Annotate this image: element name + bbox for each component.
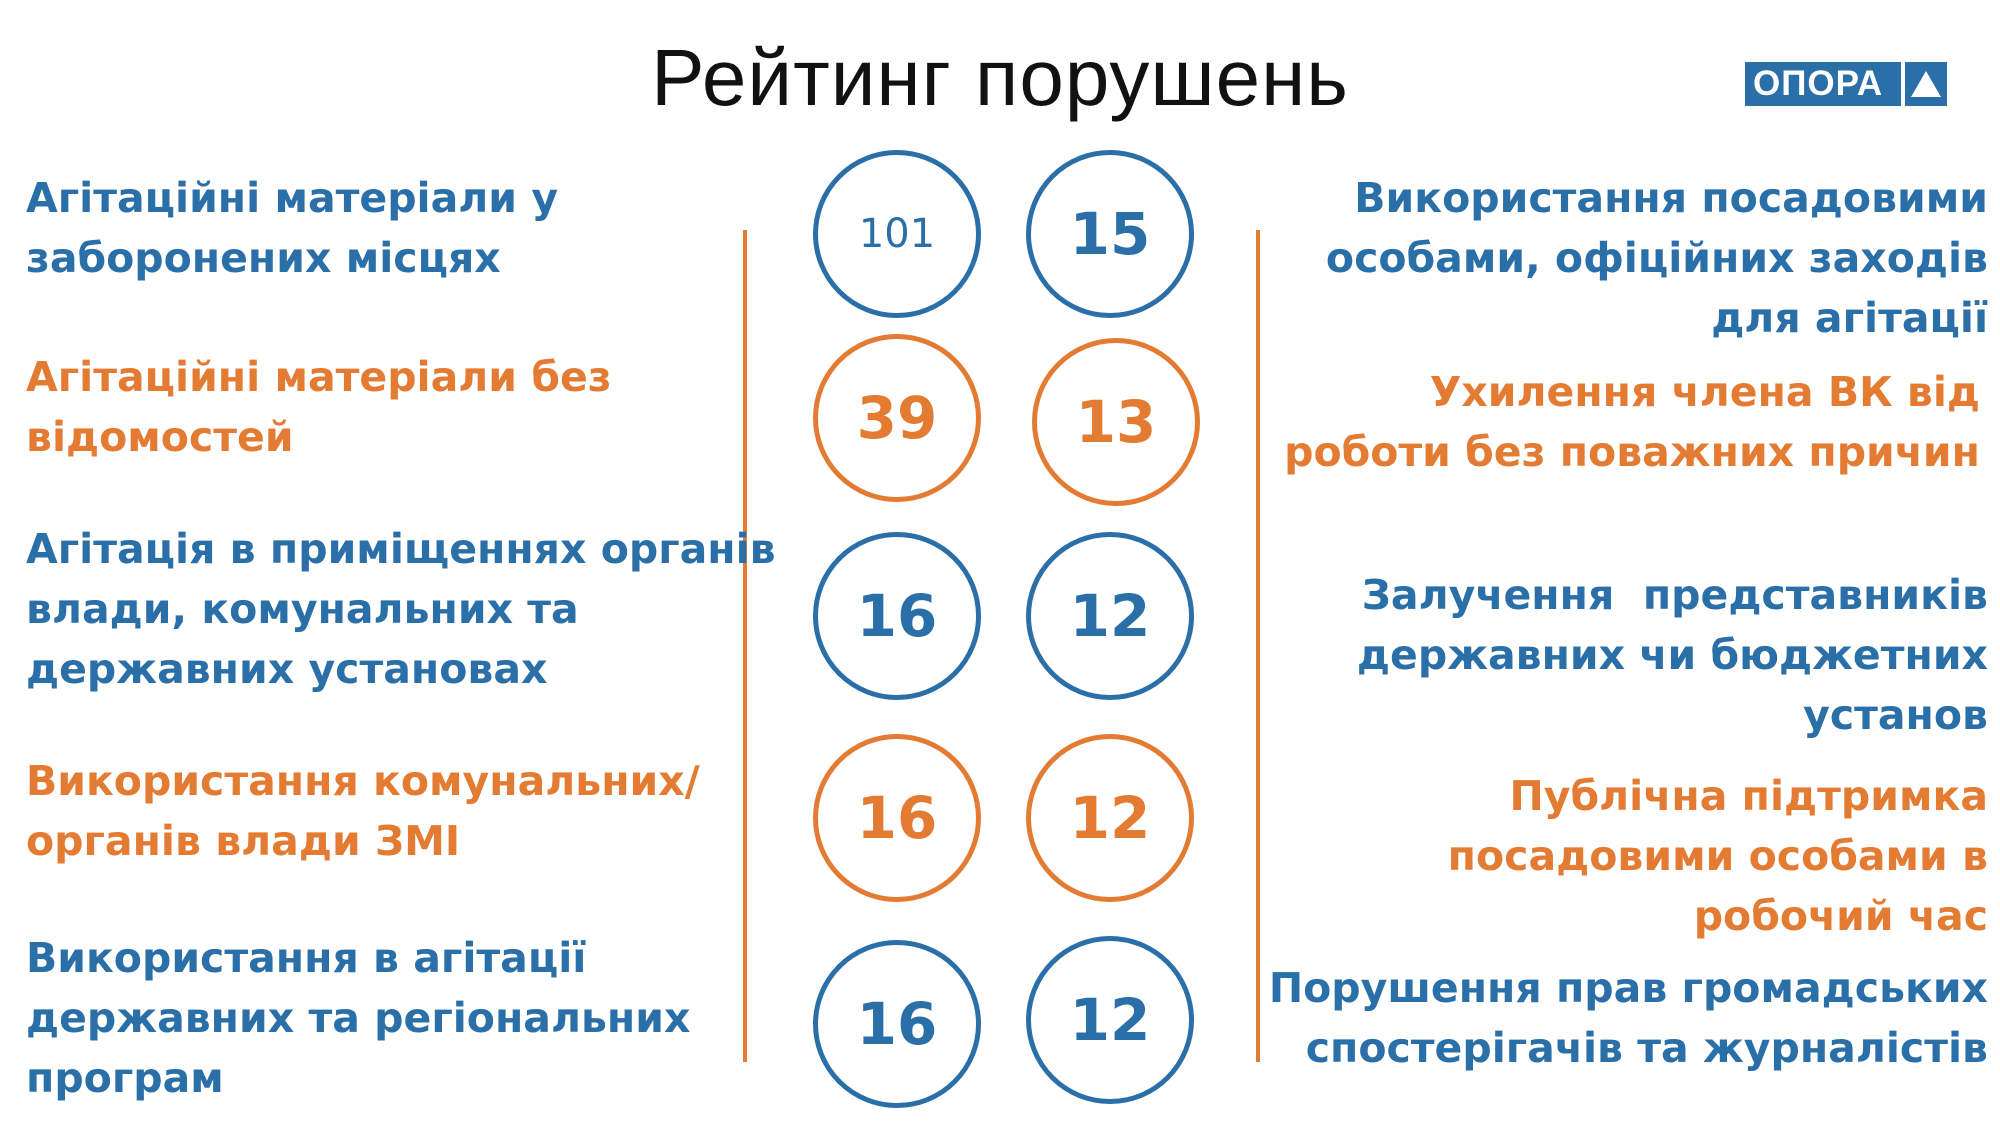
triangle-icon [1901, 62, 1947, 106]
violation-label-right-3: Залучення представників державних чи бюд… [1356, 571, 1988, 739]
violation-label-right-4: Публічна підтримка посадовими особами в … [1447, 772, 1988, 940]
left-divider [743, 230, 747, 1062]
count-circle-left-3: 16 [813, 532, 981, 700]
logo-text: ОПОРА [1753, 64, 1884, 103]
violation-label-left-3: Агітація в приміщеннях органів влади, ко… [26, 525, 776, 693]
page-title: Рейтинг порушень [651, 33, 1349, 122]
count-circle-right-5: 12 [1026, 936, 1194, 1104]
count-circle-left-5: 16 [813, 940, 981, 1108]
violation-label-right-5: Порушення прав громадських спостерігачів… [1268, 964, 1988, 1072]
count-circle-left-2: 39 [813, 334, 981, 502]
violation-label-right-1: Використання посадовими особами, офіційн… [1325, 174, 1988, 342]
count-circle-left-4: 16 [813, 734, 981, 902]
violation-label-left-4: Використання комунальних/ органів влади … [26, 757, 700, 865]
violation-label-left-1: Агітаційні матеріали у заборонених місця… [26, 174, 559, 282]
count-circle-right-1: 15 [1026, 150, 1194, 318]
count-circle-left-1: 101 [813, 150, 981, 318]
right-divider [1256, 230, 1260, 1062]
opora-logo: ОПОРА [1745, 62, 1947, 106]
violation-label-left-5: Використання в агітації державних та рег… [26, 934, 691, 1102]
violation-label-left-2: Агітаційні матеріали без відомостей [26, 353, 612, 461]
count-circle-right-2: 13 [1032, 338, 1200, 506]
violation-label-right-2: Ухилення члена ВК від роботи без поважни… [1284, 368, 1980, 476]
count-circle-right-4: 12 [1026, 734, 1194, 902]
count-circle-right-3: 12 [1026, 532, 1194, 700]
